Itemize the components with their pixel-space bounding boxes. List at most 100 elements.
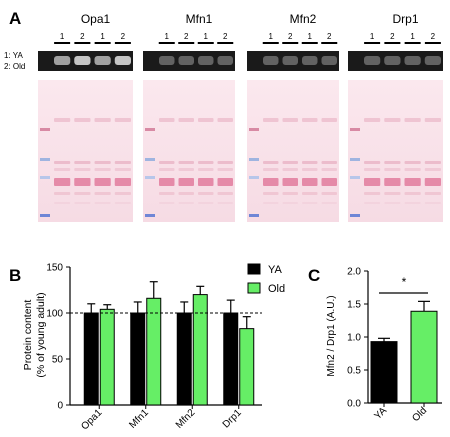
ladder-mark	[249, 176, 259, 179]
stain-band	[159, 118, 175, 122]
blot-title-opa1: Opa1	[81, 12, 111, 26]
stain-band	[424, 178, 441, 186]
bar-ya-drp1	[223, 312, 239, 406]
immunoblot-band	[302, 56, 318, 65]
lane-label: 1	[100, 32, 105, 41]
x-tick-label: Mfn2	[174, 407, 198, 431]
stain-band	[114, 118, 131, 122]
y-tick-label: 100	[46, 309, 63, 320]
immunoblot-band	[178, 56, 194, 65]
stain-band	[94, 202, 111, 204]
lane-label: 2	[327, 32, 332, 41]
stain-band	[114, 202, 131, 204]
y-tick-label: 0.0	[347, 399, 361, 410]
stain-band	[74, 178, 91, 186]
ladder-mark	[350, 128, 360, 131]
stain-band	[302, 168, 318, 171]
bar-old-mfn1	[146, 297, 162, 406]
stain-band	[302, 202, 318, 204]
stain-band	[282, 192, 298, 195]
stain-band	[114, 161, 131, 164]
stain-band	[424, 118, 441, 122]
stain-band	[94, 161, 111, 164]
stain-band	[364, 168, 381, 171]
ladder-mark	[40, 128, 50, 131]
lane-label: 1	[308, 32, 313, 41]
stain-band	[54, 118, 71, 122]
x-tick-label: Old	[410, 405, 429, 424]
stain-band	[404, 118, 421, 122]
stain-band	[364, 178, 381, 186]
panel-label-b: B	[9, 266, 21, 285]
stain-band	[54, 161, 71, 164]
stain-band	[54, 168, 71, 171]
stain-band	[384, 168, 401, 171]
chart-b-legend: YA Old	[247, 263, 285, 295]
stain-band	[364, 202, 381, 204]
stain-band	[74, 168, 91, 171]
mfn2-drp1-ratio-chart: Mfn2 / Drp1 (A.U.) 0.0 0.5 1.0 1.5 2.0 YA Old *	[326, 267, 442, 424]
stain-band	[282, 168, 298, 171]
stain-band	[404, 192, 421, 195]
stain-band	[364, 118, 381, 122]
stain-band	[217, 192, 233, 195]
stain-band	[217, 178, 233, 186]
stain-band	[198, 178, 214, 186]
stain-band	[198, 118, 214, 122]
stain-band	[217, 118, 233, 122]
immunoblot-band	[282, 56, 298, 65]
stain-band	[424, 168, 441, 171]
stain-band	[321, 192, 337, 195]
stain-band	[74, 192, 91, 195]
immunoblot-band	[321, 56, 337, 65]
blot-legend-ya: 1: YA	[4, 51, 23, 60]
lane-label: 2	[223, 32, 228, 41]
stain-band	[178, 161, 194, 164]
immunoblot-band	[54, 56, 71, 65]
chart-c-ylabel: Mfn2 / Drp1 (A.U.)	[326, 295, 337, 376]
stain-band	[302, 192, 318, 195]
stain-band	[384, 202, 401, 204]
lane-label: 1	[204, 32, 209, 41]
protein-content-chart: Protein content (% of young adult) YA Ol…	[22, 263, 285, 433]
stain-band	[54, 192, 71, 195]
x-tick-label: Drp1	[221, 407, 244, 430]
stain-band	[282, 202, 298, 204]
stain-band	[321, 118, 337, 122]
lane-label: 1	[165, 32, 170, 41]
bar-old	[410, 310, 438, 404]
significance-marker: *	[402, 275, 407, 289]
stain-band	[384, 161, 401, 164]
stain-band	[364, 161, 381, 164]
bar-ya-mfn2	[176, 312, 192, 406]
ladder-mark	[350, 158, 360, 161]
stain-band	[159, 161, 175, 164]
stain-band	[114, 178, 131, 186]
y-tick-label: 1.0	[347, 333, 361, 344]
ladder-mark	[145, 176, 155, 179]
bar-ya	[370, 341, 398, 404]
lane-label: 2	[431, 32, 436, 41]
ladder-mark	[40, 158, 50, 161]
stain-band	[74, 118, 91, 122]
stain-band	[263, 178, 279, 186]
stain-band	[178, 168, 194, 171]
stain-band	[217, 168, 233, 171]
bar-old-opa1	[99, 308, 115, 406]
stain-membrane	[38, 80, 133, 222]
blot-title-drp1: Drp1	[392, 12, 418, 26]
panel-label-a: A	[9, 9, 21, 28]
stain-band	[384, 118, 401, 122]
stain-band	[94, 118, 111, 122]
legend-label-old: Old	[268, 283, 285, 295]
y-tick-label: 2.0	[347, 267, 361, 278]
stain-band	[159, 178, 175, 186]
bar-ya-mfn1	[130, 312, 146, 406]
stain-band	[321, 168, 337, 171]
stain-membrane	[143, 80, 235, 222]
ladder-mark	[249, 214, 259, 217]
stain-band	[178, 192, 194, 195]
chart-b-ylabel-line2: (% of young adult)	[35, 292, 47, 377]
stain-band	[404, 168, 421, 171]
stain-membrane	[247, 80, 339, 222]
